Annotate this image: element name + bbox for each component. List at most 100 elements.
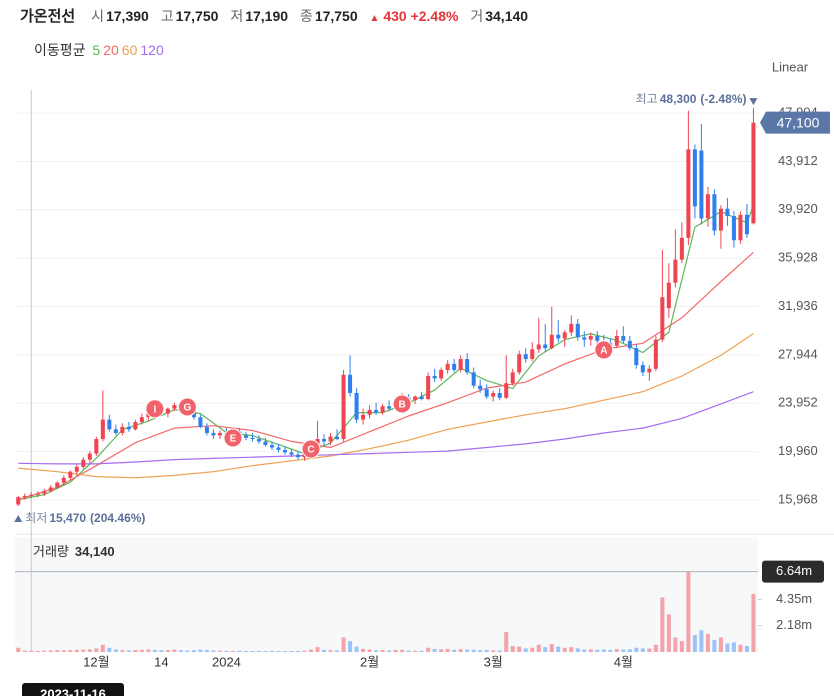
candle-body (335, 436, 340, 440)
min-pointer (14, 515, 23, 523)
candle-body (16, 497, 21, 505)
candle-body (458, 359, 463, 370)
candle-body (725, 208, 730, 217)
candle-body (263, 441, 268, 446)
candle-body (491, 392, 496, 397)
volume-bar (74, 649, 79, 652)
field-label: 시 (91, 8, 104, 24)
volume-bar (191, 650, 196, 652)
change: 430 (383, 8, 407, 24)
ma-line (18, 333, 754, 479)
event-marker (392, 394, 412, 414)
candle-body (614, 335, 619, 346)
field-label: 종 (299, 8, 313, 24)
header: 가온전선 시 17,390 고 17,750 저 17,190 종 17,750 ▲ 4… (20, 5, 536, 26)
max-value: 48,300 (660, 92, 697, 106)
field-value: 17,190 (245, 8, 289, 24)
event-marker (177, 397, 197, 417)
volume-bar (556, 646, 561, 652)
legend-entry: 5 (92, 42, 101, 58)
ma-items: 5 20 60 120 (92, 42, 166, 58)
volume-bar (530, 647, 535, 652)
event-marker (594, 340, 614, 360)
volume-bar (445, 648, 450, 652)
last-price-label: 47,100 (777, 114, 820, 130)
volume-title-value: 34,140 (75, 544, 115, 559)
candle-body (354, 392, 359, 420)
volume-bar (705, 633, 710, 652)
volume-bar (517, 646, 522, 652)
candle-body (627, 340, 632, 349)
volume-bar (48, 650, 53, 652)
candle-body (517, 354, 522, 373)
candle-body (536, 344, 541, 350)
volume-bar (549, 644, 554, 652)
volume-bar (217, 650, 222, 652)
volume-bar (328, 650, 333, 652)
candle-body (653, 339, 658, 369)
candle-body (42, 491, 47, 494)
event-marker (223, 428, 243, 448)
candle-body (413, 396, 418, 401)
event-marker (145, 399, 165, 419)
scale-label: Linear (772, 59, 809, 74)
max-pct: (-2.48%) (700, 92, 746, 106)
volume-bar (120, 650, 125, 652)
candle-body (738, 214, 743, 241)
volume-tick-label: 4.35m (776, 591, 812, 606)
candle-body (497, 392, 502, 398)
candle-body (250, 437, 255, 440)
y-tick-label: 23,952 (778, 395, 818, 410)
volume-bar (731, 642, 736, 652)
candle-body (87, 453, 92, 460)
volume-bar (562, 647, 567, 652)
y-tick-label: 43,912 (778, 153, 818, 168)
candle-body (744, 214, 749, 235)
volume-bar (478, 650, 483, 652)
candle-body (478, 385, 483, 390)
volume-bar (289, 651, 294, 652)
volume-bar (471, 649, 476, 652)
candle-body (94, 439, 99, 454)
min-label: 최저 (25, 511, 47, 525)
volume-bar (640, 648, 645, 652)
candle-body (29, 494, 34, 496)
volume-bar (341, 637, 346, 652)
max-label: 최고 (636, 92, 658, 106)
candle-body (465, 359, 470, 373)
volume-bar (87, 649, 92, 652)
volume-bar (374, 650, 379, 652)
candle-body (165, 408, 170, 414)
field-value: 17,750 (175, 8, 219, 24)
candle-body (530, 349, 535, 360)
volume-bar (282, 651, 288, 652)
candle-body (575, 323, 580, 338)
candle-body (191, 411, 196, 418)
ma-label: 이동평균 (34, 42, 86, 58)
candle-body (361, 414, 366, 420)
candle-body (68, 471, 73, 478)
min-pct: (204.46%) (90, 511, 145, 525)
event-marker-label: A (600, 346, 607, 357)
volume-bar (224, 650, 229, 652)
volume-bar (276, 651, 281, 652)
ma-line (18, 205, 754, 501)
candle-body (705, 194, 710, 219)
volume-bar (575, 648, 580, 652)
volume-bar (601, 649, 606, 652)
candle-body (172, 405, 177, 409)
x-tick-label: 3월 (484, 654, 503, 669)
y-tick-label: 39,920 (778, 201, 818, 216)
min-value: 15,470 (49, 511, 86, 525)
candle-body (380, 406, 385, 413)
volume-bar (588, 649, 593, 652)
candle-body (543, 344, 548, 349)
candle-body (289, 452, 294, 455)
candle-body (666, 282, 671, 309)
volume-bar (250, 651, 255, 652)
candle-body (556, 334, 561, 339)
candle-body (595, 335, 600, 341)
candle-body (510, 372, 515, 384)
up-arrow: ▲ (369, 13, 380, 24)
candle-body (588, 335, 593, 340)
